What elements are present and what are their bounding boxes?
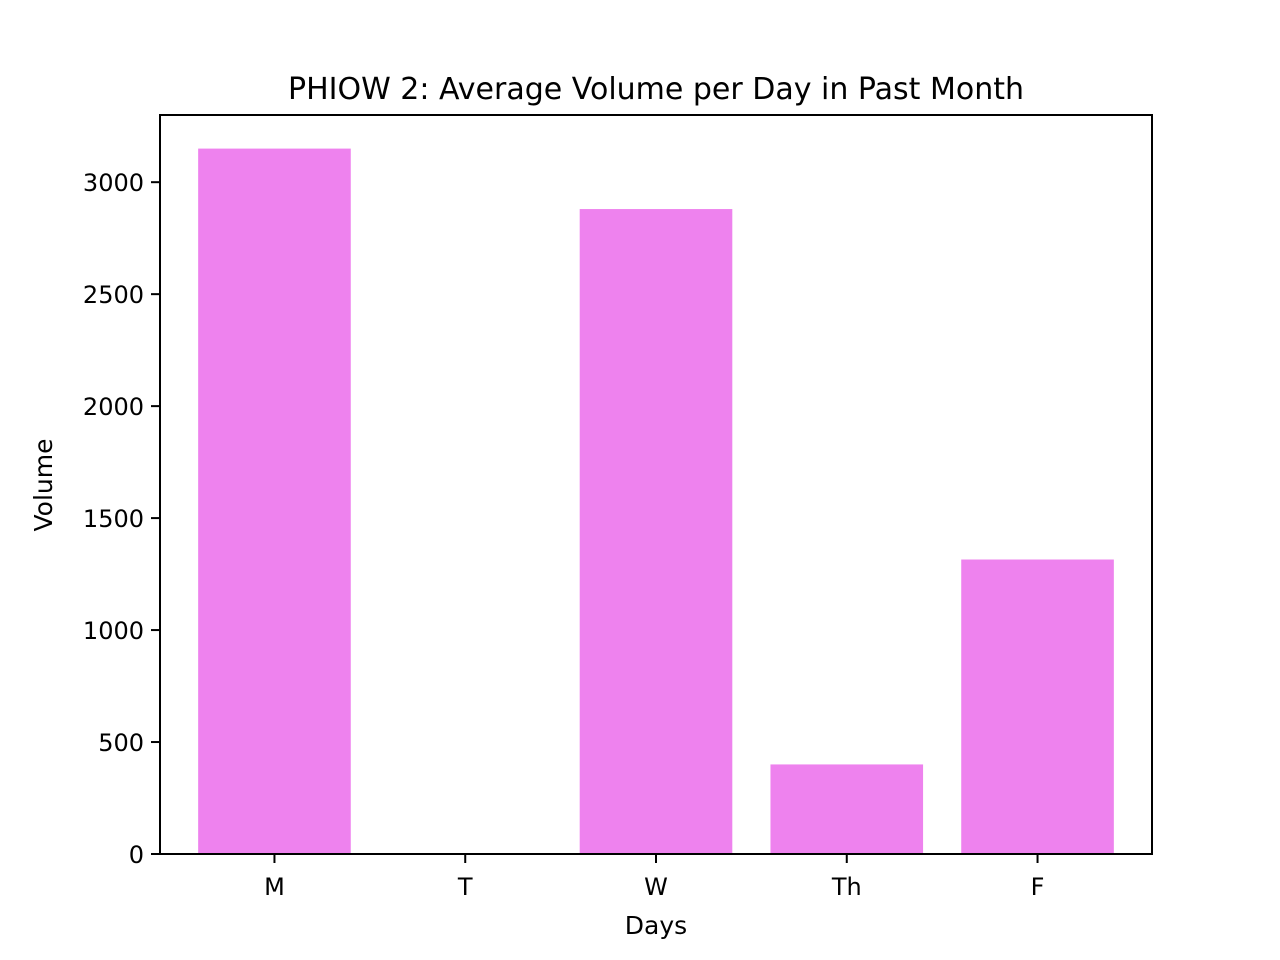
x-tick-label: T bbox=[457, 873, 473, 901]
x-tick-label: M bbox=[264, 873, 285, 901]
y-tick-label: 0 bbox=[129, 841, 144, 869]
y-tick-label: 1500 bbox=[83, 505, 144, 533]
y-tick-label: 3000 bbox=[83, 169, 144, 197]
y-tick-label: 2000 bbox=[83, 393, 144, 421]
y-axis-ticks: 0 500 1000 1500 2000 2500 3000 bbox=[83, 169, 160, 869]
x-tick-label: Th bbox=[831, 873, 862, 901]
bar-w bbox=[579, 209, 733, 854]
y-tick-label: 2500 bbox=[83, 281, 144, 309]
x-tick-label: F bbox=[1031, 873, 1045, 901]
y-axis-label: Volume bbox=[29, 439, 58, 532]
chart-title: PHIOW 2: Average Volume per Day in Past … bbox=[288, 72, 1024, 107]
x-axis-ticks: M T W Th F bbox=[264, 854, 1044, 901]
bar-f bbox=[961, 559, 1114, 854]
y-tick-label: 500 bbox=[98, 729, 144, 757]
x-tick-label: W bbox=[644, 873, 668, 901]
y-tick-label: 1000 bbox=[83, 617, 144, 645]
bar-th bbox=[770, 764, 924, 854]
plot-frame bbox=[159, 114, 1153, 855]
bars-layer bbox=[198, 148, 1114, 854]
bar-m bbox=[198, 148, 351, 854]
x-axis-label: Days bbox=[625, 911, 687, 940]
